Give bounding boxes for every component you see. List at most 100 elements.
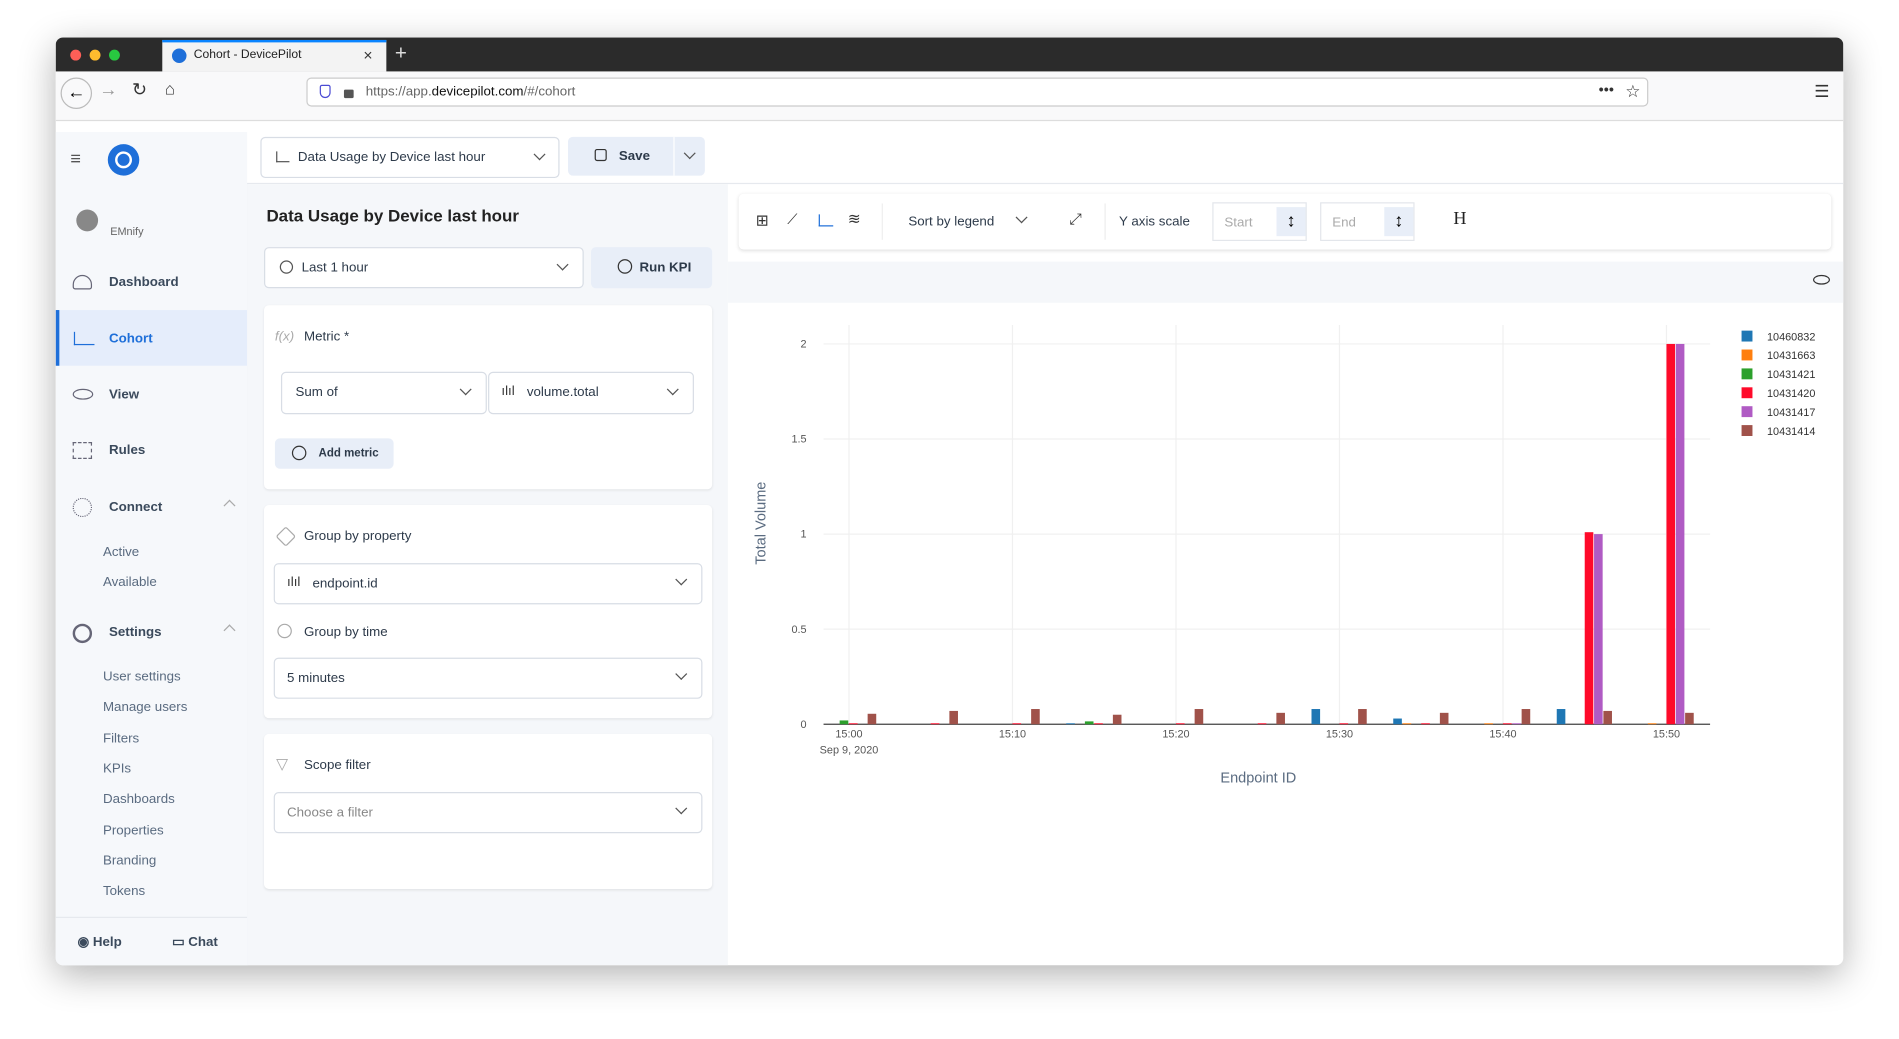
- divider: [881, 203, 883, 240]
- tag-icon: [275, 526, 297, 547]
- expand-icon[interactable]: ⤢: [1069, 209, 1083, 228]
- sub-item[interactable]: Active: [102, 544, 140, 560]
- sub-item[interactable]: Available: [102, 575, 157, 590]
- url-bar[interactable]: https://app.devicepilot.com/#/cohort •••…: [306, 77, 1649, 107]
- nav-item[interactable]: Settings: [108, 624, 162, 640]
- bar: [848, 723, 858, 725]
- sub-item[interactable]: Tokens: [102, 884, 146, 899]
- time-group-select[interactable]: 5 minutes: [273, 657, 703, 699]
- chevron[interactable]: [683, 147, 696, 160]
- y-axis-title: Total Volume: [753, 482, 769, 565]
- start-input[interactable]: Start ↕: [1212, 202, 1307, 242]
- bar: [949, 710, 958, 725]
- favicon: [171, 48, 187, 63]
- bar: [1311, 709, 1321, 725]
- group-card: Group by property ılıl endpoint.id Group…: [264, 505, 713, 719]
- back-button[interactable]: ←: [60, 77, 93, 109]
- eye-icon[interactable]: [1813, 274, 1830, 285]
- chat-link[interactable]: ▭ Chat: [171, 934, 218, 950]
- sub-item[interactable]: Dashboards: [102, 792, 175, 807]
- help-link[interactable]: ◉ Help: [77, 934, 122, 950]
- start-spin[interactable]: ↕: [1276, 207, 1306, 237]
- run-icon: [617, 259, 633, 274]
- nav-item[interactable]: Dashboard: [108, 274, 179, 290]
- legend-label: 10431420: [1767, 388, 1815, 400]
- sort-select[interactable]: Sort by legend: [908, 214, 995, 229]
- group-property-label: Group by property: [303, 529, 412, 544]
- aggregation-select[interactable]: Sum of: [280, 371, 487, 415]
- x-axis-title: Endpoint ID: [1220, 770, 1296, 786]
- bar: [867, 713, 877, 725]
- url-prefix: https://app.: [365, 84, 432, 100]
- nav-item[interactable]: Connect: [108, 500, 163, 515]
- line-view[interactable]: ⟋: [787, 210, 798, 228]
- h-button[interactable]: H: [1453, 209, 1467, 229]
- x-date-label: Sep 9, 2020: [820, 744, 879, 756]
- property-select[interactable]: ılıl endpoint.id: [273, 563, 703, 605]
- x-tick-label: 15:10: [999, 729, 1026, 741]
- chevron: [533, 148, 546, 161]
- kpi-select-text: Data Usage by Device last hour: [297, 150, 486, 165]
- tab[interactable]: Cohort - DevicePilot ×: [162, 39, 387, 72]
- collapse-icon[interactable]: [223, 624, 236, 637]
- url: https://app.devicepilot.com/#/cohort: [366, 85, 576, 100]
- chevron: [556, 258, 569, 271]
- chart: 0 0.5 1 1.5 2 15:00 15:10 15:20 15:30 15:40 15:50 S…: [753, 324, 1815, 786]
- browser-window: Cohort - DevicePilot × + ← → ↻ ⌂ https:/…: [55, 37, 1844, 966]
- time-select[interactable]: Last 1 hour: [264, 247, 584, 289]
- sub-item[interactable]: Branding: [102, 853, 157, 869]
- save-button[interactable]: Save: [568, 136, 705, 176]
- sub-item[interactable]: Manage users: [102, 700, 188, 715]
- sub-item[interactable]: Filters: [102, 731, 140, 746]
- star-icon[interactable]: ☆: [1625, 81, 1641, 101]
- chevron: [675, 573, 688, 586]
- bar-view[interactable]: [818, 214, 834, 227]
- home-button[interactable]: ⌂: [164, 78, 175, 99]
- collapse-icon[interactable]: [223, 499, 236, 512]
- logo[interactable]: [107, 144, 140, 176]
- menu-icon[interactable]: ☰: [1814, 81, 1830, 101]
- user-name: EMnify: [110, 225, 144, 238]
- chart-icon: [276, 151, 290, 163]
- avatar[interactable]: [76, 209, 99, 232]
- nav-item[interactable]: Cohort: [108, 331, 153, 347]
- property-text: endpoint.id: [312, 576, 378, 592]
- reload-button[interactable]: ↻: [132, 79, 148, 101]
- x-tick-label: 15:50: [1653, 729, 1680, 741]
- scope-select[interactable]: Choose a filter: [273, 792, 703, 834]
- bar: [1031, 709, 1040, 725]
- chevron[interactable]: [1015, 211, 1028, 224]
- end-spin[interactable]: ↕: [1384, 207, 1414, 237]
- sub-item[interactable]: Properties: [102, 822, 164, 838]
- start-placeholder: Start: [1224, 215, 1253, 231]
- forward-button[interactable]: →: [99, 79, 118, 101]
- stack-view[interactable]: ≋: [847, 209, 861, 228]
- y-scale-label: Y axis scale: [1119, 214, 1190, 229]
- more-icon[interactable]: •••: [1598, 81, 1614, 99]
- sub-item[interactable]: KPIs: [102, 761, 132, 777]
- tab-title: Cohort - DevicePilot: [193, 48, 302, 62]
- run-text: Run KPI: [639, 260, 692, 275]
- max-dot[interactable]: [108, 49, 120, 61]
- end-input[interactable]: End ↕: [1320, 202, 1415, 242]
- new-tab[interactable]: +: [394, 41, 407, 65]
- fx-icon: f(x): [274, 329, 295, 344]
- bar: [1112, 714, 1122, 725]
- metric-card: f(x) Metric * Sum of ılıl volume.total A…: [264, 305, 713, 490]
- nav-item[interactable]: View: [108, 387, 140, 403]
- save-text: Save: [618, 148, 651, 164]
- close-dot[interactable]: [70, 49, 82, 61]
- hamburger[interactable]: ≡: [70, 148, 81, 170]
- footer: ◉ Help ▭ Chat: [55, 916, 248, 966]
- field-select[interactable]: ılıl volume.total: [488, 371, 694, 415]
- clock-icon: [277, 623, 292, 639]
- kpi-select[interactable]: Data Usage by Device last hour: [260, 136, 560, 179]
- tab-close[interactable]: ×: [363, 46, 373, 65]
- run-button[interactable]: Run KPI: [591, 247, 713, 289]
- table-view[interactable]: ⊞: [755, 210, 769, 229]
- min-dot[interactable]: [89, 49, 101, 61]
- nav-item[interactable]: Rules: [108, 443, 146, 458]
- legend-label: 10431421: [1767, 369, 1815, 381]
- add-metric-button[interactable]: Add metric: [274, 438, 394, 469]
- sub-item[interactable]: User settings: [102, 669, 181, 685]
